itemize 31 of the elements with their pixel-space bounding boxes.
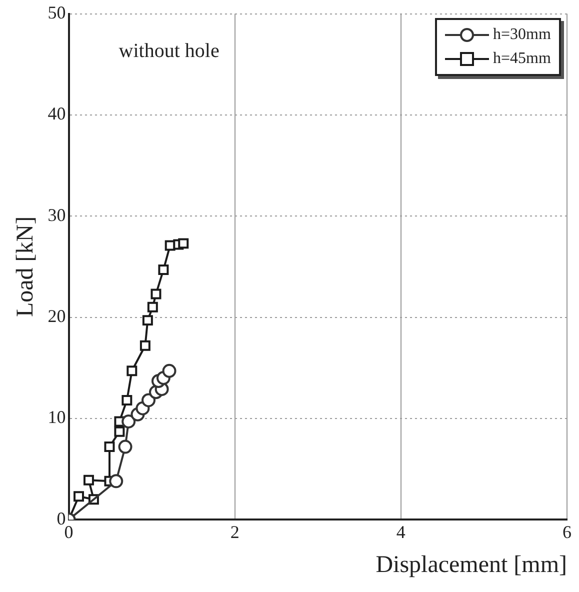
point (178, 238, 189, 249)
y-tick-label: 20 (48, 306, 66, 326)
x-axis-title: Displacement [mm] (376, 552, 567, 578)
legend-label: h=45mm (493, 48, 551, 69)
point (126, 366, 138, 376)
point (122, 394, 132, 406)
point (118, 440, 132, 454)
point (122, 414, 136, 428)
point (140, 340, 150, 351)
point (83, 474, 94, 486)
y-tick-label: 50 (48, 2, 66, 23)
point (74, 491, 84, 502)
point (150, 288, 162, 300)
y-tick-label: 0 (56, 508, 66, 528)
legend-label: h=30mm (493, 24, 551, 45)
point (114, 426, 125, 437)
annotation: without hole (118, 40, 220, 62)
point (142, 393, 156, 408)
y-axis-title: Load [kN] (12, 216, 39, 318)
point (162, 364, 176, 378)
point (104, 442, 115, 452)
y-tick-label: 30 (48, 204, 66, 225)
point (158, 264, 169, 275)
y-tick-label: 40 (48, 104, 66, 124)
x-tick-label: 4 (396, 522, 406, 542)
point (142, 315, 153, 326)
point (147, 302, 158, 312)
point (109, 474, 124, 488)
y-tick-label: 10 (48, 407, 66, 428)
x-tick-label: 2 (230, 522, 240, 542)
x-tick-label: 6 (562, 522, 572, 542)
